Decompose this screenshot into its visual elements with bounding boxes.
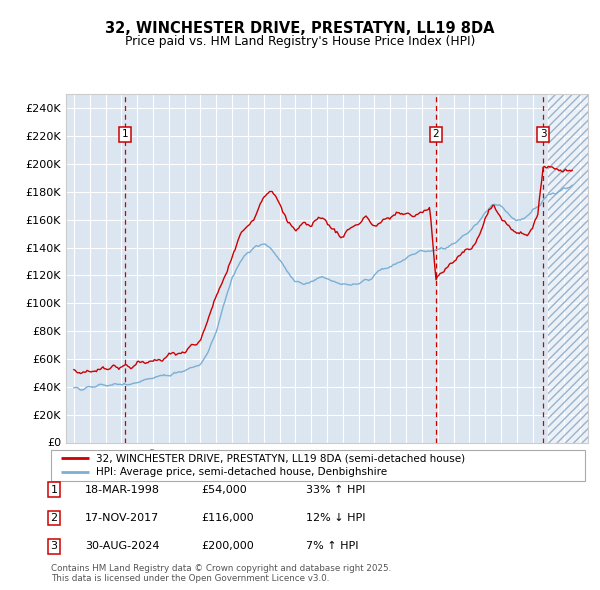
Text: £200,000: £200,000 (201, 542, 254, 551)
Text: 12% ↓ HPI: 12% ↓ HPI (306, 513, 365, 523)
Text: Price paid vs. HM Land Registry's House Price Index (HPI): Price paid vs. HM Land Registry's House … (125, 35, 475, 48)
Bar (548, 94, 588, 442)
Text: 17-NOV-2017: 17-NOV-2017 (85, 513, 160, 523)
Text: 1: 1 (121, 129, 128, 139)
Text: £54,000: £54,000 (201, 485, 247, 494)
Text: 1: 1 (50, 485, 58, 494)
Text: £116,000: £116,000 (201, 513, 254, 523)
Text: HPI: Average price, semi-detached house, Denbighshire: HPI: Average price, semi-detached house,… (97, 467, 388, 477)
Text: 3: 3 (50, 542, 58, 551)
Text: 33% ↑ HPI: 33% ↑ HPI (306, 485, 365, 494)
Text: 3: 3 (540, 129, 547, 139)
Text: 32, WINCHESTER DRIVE, PRESTATYN, LL19 8DA (semi-detached house): 32, WINCHESTER DRIVE, PRESTATYN, LL19 8D… (97, 453, 466, 463)
Text: Contains HM Land Registry data © Crown copyright and database right 2025.
This d: Contains HM Land Registry data © Crown c… (51, 563, 391, 583)
FancyBboxPatch shape (51, 450, 585, 481)
Text: 2: 2 (50, 513, 58, 523)
Bar (548, 94, 588, 442)
Text: 18-MAR-1998: 18-MAR-1998 (85, 485, 160, 494)
Text: 7% ↑ HPI: 7% ↑ HPI (306, 542, 359, 551)
Text: 30-AUG-2024: 30-AUG-2024 (85, 542, 160, 551)
Text: 2: 2 (433, 129, 439, 139)
Text: 32, WINCHESTER DRIVE, PRESTATYN, LL19 8DA: 32, WINCHESTER DRIVE, PRESTATYN, LL19 8D… (105, 21, 495, 35)
